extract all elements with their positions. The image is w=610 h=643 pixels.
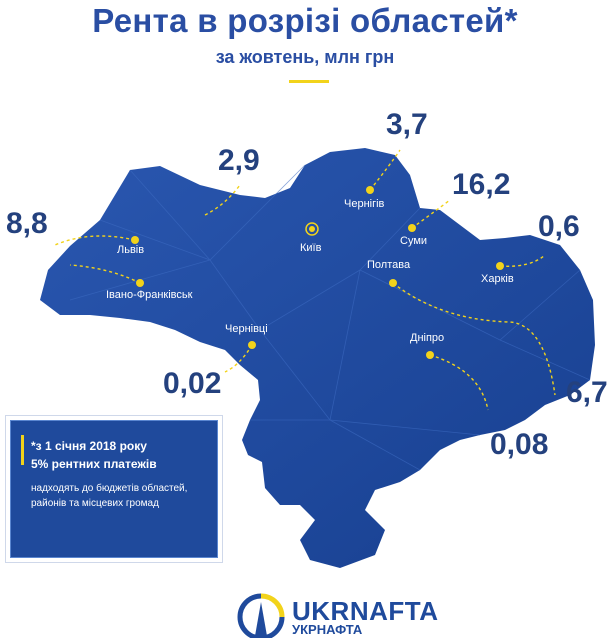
marker-poltava (389, 279, 397, 287)
value-dnipro: 0,08 (490, 428, 549, 461)
value-chernihiv: 3,7 (386, 108, 428, 141)
marker-lviv (131, 236, 139, 244)
city-ivano-frankivsk: Івано-Франківськ (106, 289, 193, 301)
value-ivano-frankivsk: 2,9 (218, 144, 260, 177)
marker-kharkiv (496, 262, 504, 270)
marker-ivano-frankivsk (136, 279, 144, 287)
city-kharkiv: Харків (481, 273, 514, 285)
city-chernihiv: Чернігів (344, 198, 385, 210)
logo-name: UKRNAFTA (292, 596, 439, 626)
city-dnipro: Дніпро (410, 332, 445, 344)
value-kharkiv: 0,6 (538, 210, 580, 243)
ukrnafta-logo: UKRNAFTA УКРНАФТА (236, 592, 439, 641)
marker-kyiv-ring (305, 222, 319, 236)
marker-kyiv (309, 226, 315, 232)
note-body: надходять до бюджетів областей, районів … (31, 483, 188, 509)
note-line1: *з 1 січня 2018 року (31, 439, 147, 453)
footnote-box: *з 1 січня 2018 року 5% рентних платежів… (10, 420, 218, 558)
city-sumy: Суми (400, 235, 428, 247)
note-accent-bar (21, 435, 24, 465)
page-title: Рента в розрізі областей* (92, 2, 518, 39)
logo-subname: УКРНАФТА (292, 622, 363, 637)
value-sumy: 16,2 (452, 168, 511, 201)
city-kyiv: Київ (300, 242, 322, 254)
marker-dnipro (426, 351, 434, 359)
marker-chernihiv (366, 186, 374, 194)
marker-chernivtsi (248, 341, 256, 349)
ukrnafta-logo-icon (237, 593, 285, 641)
marker-sumy (408, 224, 416, 232)
city-chernivtsi: Чернівці (225, 323, 268, 335)
page-subtitle: за жовтень, млн грн (215, 47, 395, 67)
ukraine-shape (40, 148, 595, 568)
value-chernivtsi: 0,02 (163, 367, 222, 400)
city-lviv: Львів (117, 244, 145, 256)
value-poltava: 6,7 (566, 376, 608, 409)
city-poltava: Полтава (367, 259, 411, 271)
title-underline (289, 80, 329, 83)
value-lviv: 8,8 (6, 207, 48, 240)
note-line2: 5% рентних платежів (31, 457, 157, 471)
